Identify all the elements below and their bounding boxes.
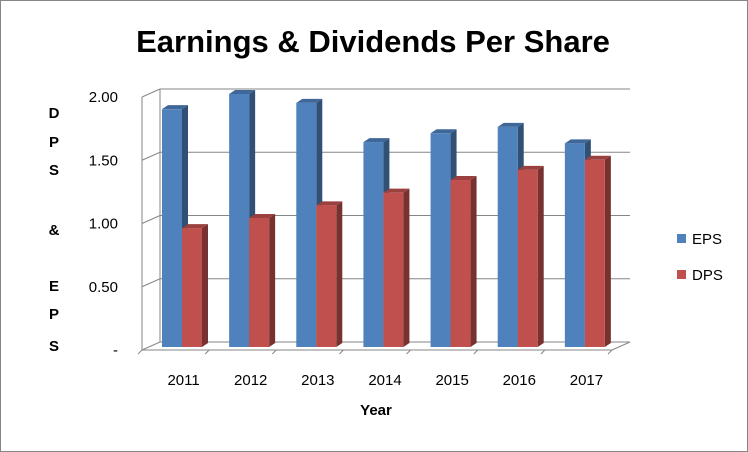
y-tick-label: 1.00: [89, 216, 118, 233]
y-axis-title: DPS&EPS: [49, 105, 60, 355]
legend-swatch-eps: [677, 234, 686, 243]
x-tick-mark: [540, 349, 546, 355]
bar-top: [450, 176, 477, 181]
bar-top: [363, 138, 390, 143]
floor-right-edge: [611, 341, 631, 351]
bar-dps-2017: [584, 155, 611, 347]
gridline-side: [141, 88, 161, 98]
x-tick-mark: [473, 349, 479, 355]
y-axis-title-char: P: [49, 134, 59, 151]
chart-title: Earnings & Dividends Per Share: [136, 24, 610, 59]
bar-side: [403, 188, 410, 347]
x-tick-label: 2015: [435, 372, 468, 389]
bar-front: [162, 109, 182, 348]
bar-front: [383, 192, 404, 347]
legend: EPS DPS: [677, 231, 723, 284]
bar-side: [202, 224, 208, 347]
gridline-side: [141, 215, 161, 224]
gridline-side: [141, 278, 161, 288]
legend-swatch-dps: [677, 270, 686, 279]
bar-dps-2011: [182, 224, 208, 347]
bar-front: [430, 133, 451, 347]
x-tick-mark: [137, 349, 143, 355]
bar-top: [182, 224, 208, 229]
bar-dps-2016: [517, 165, 544, 347]
plot-area: - 0.50 1.00 1.50 2.00 2011 2012 2013 2014 2015 201…: [89, 88, 631, 389]
bar-front: [316, 205, 337, 347]
gridline-side: [141, 341, 161, 351]
x-tick-label: 2017: [570, 372, 603, 389]
bar-dps-2015: [450, 176, 477, 347]
bar-front: [229, 94, 250, 347]
x-tick-label: 2016: [503, 372, 536, 389]
bar-front: [517, 169, 538, 347]
bar-front: [497, 126, 518, 347]
bar-side: [269, 213, 276, 347]
x-tick-mark: [339, 349, 344, 355]
x-tick-label: 2013: [301, 372, 334, 389]
bar-top: [162, 105, 188, 110]
y-axis-title-char: E: [49, 278, 59, 295]
legend-label-eps: EPS: [692, 231, 722, 248]
bar-dps-2013: [316, 201, 343, 347]
x-tick-label: 2011: [167, 372, 199, 389]
bar-top: [584, 155, 611, 160]
legend-label-dps: DPS: [692, 267, 723, 284]
y-axis-title-char: P: [49, 306, 59, 323]
bar-top: [316, 201, 343, 206]
y-axis-title-char: S: [49, 338, 59, 355]
bar-front: [450, 180, 471, 347]
bar-side: [604, 155, 611, 347]
bar-top: [296, 98, 323, 103]
y-tick-label: 1.50: [89, 152, 118, 169]
bar-top: [249, 213, 276, 218]
bar-front: [182, 228, 202, 347]
bar-top: [517, 165, 544, 170]
bar-side: [537, 165, 544, 347]
y-axis-title-char: &: [49, 222, 60, 239]
gridline-side: [141, 151, 161, 161]
bar-dps-2014: [383, 188, 410, 347]
bar-front: [249, 217, 270, 347]
x-tick-label: 2012: [234, 372, 267, 389]
x-tick-label: 2014: [368, 372, 401, 389]
bar-top: [383, 188, 410, 193]
bar-front: [296, 102, 317, 347]
bar-side: [336, 201, 343, 347]
y-axis-title-char: S: [49, 162, 59, 179]
bar-dps-2012: [249, 213, 276, 347]
y-tick-label: 0.50: [89, 279, 118, 296]
x-axis-title: Year: [360, 402, 392, 419]
bar-top: [497, 122, 524, 127]
x-tick-mark: [204, 349, 210, 355]
bar-front: [363, 142, 384, 347]
y-axis-title-char: D: [49, 105, 60, 122]
bar-top: [564, 139, 591, 144]
bar-top: [430, 129, 457, 134]
y-tick-label: -: [113, 342, 118, 359]
x-tick-mark: [406, 349, 411, 355]
bar-front: [564, 143, 585, 347]
bar-top: [229, 90, 256, 94]
bar-front: [584, 159, 605, 347]
x-tick-mark: [607, 349, 613, 355]
y-tick-label: 2.00: [89, 89, 118, 106]
bar-side: [470, 176, 477, 347]
x-tick-mark: [271, 349, 277, 355]
